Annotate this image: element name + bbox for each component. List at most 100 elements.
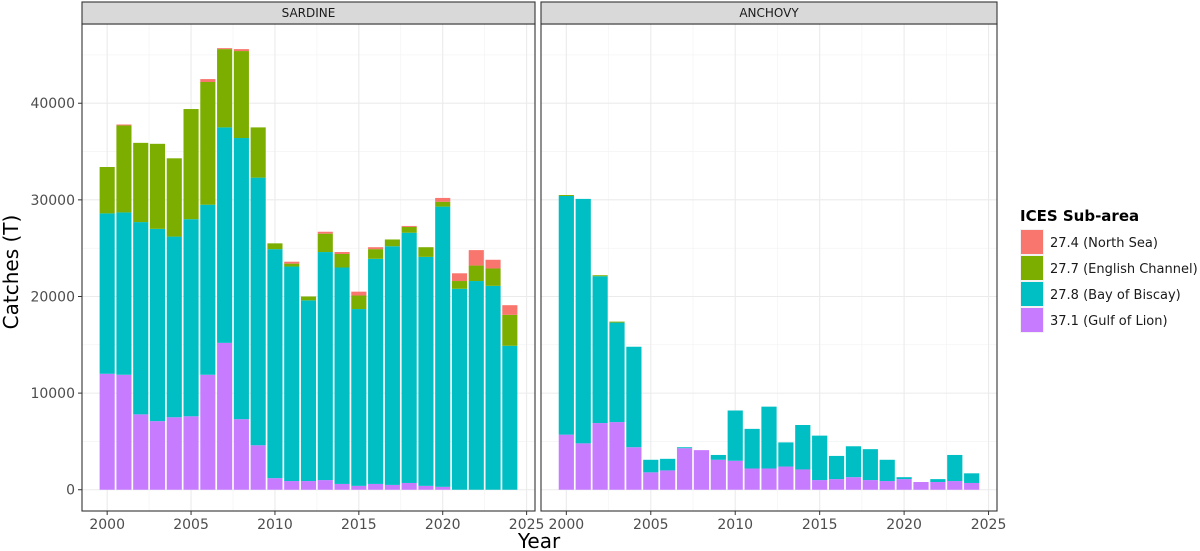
bar-segment [200, 81, 216, 205]
x-tick-label: 2005 [173, 517, 209, 533]
bar-segment [351, 291, 367, 296]
facet-strip [81, 1, 536, 25]
panel-sardine: SARDINE [81, 1, 536, 512]
bar-segment [368, 258, 384, 484]
bar-segment [166, 236, 182, 418]
bar-segment [267, 249, 283, 479]
bar-segment [862, 480, 878, 490]
bar-segment [744, 428, 760, 469]
x-tick-label: 2015 [341, 517, 377, 533]
bar-segment [660, 470, 676, 490]
bar-segment [334, 483, 350, 490]
x-tick-label: 2000 [89, 517, 125, 533]
bar-segment [947, 454, 963, 482]
bar-segment [116, 125, 132, 213]
bar-segment [368, 247, 384, 250]
bar-segment [317, 480, 333, 490]
bar-segment [592, 276, 608, 424]
bar-segment [558, 195, 574, 435]
bar-segment [795, 469, 811, 490]
x-tick-label: 2005 [633, 517, 669, 533]
x-tick-label: 2020 [425, 517, 461, 533]
bars [558, 195, 980, 490]
bar-segment [592, 423, 608, 490]
bar-segment [626, 346, 642, 448]
bar-segment [812, 435, 828, 481]
bar-segment [660, 458, 676, 471]
bar-segment [233, 138, 249, 420]
x-tick-label: 2000 [549, 517, 585, 533]
bar-segment [233, 419, 249, 490]
legend-swatch [1021, 308, 1043, 332]
bar-segment [217, 342, 233, 490]
bar-segment [609, 422, 625, 490]
bar-segment [451, 288, 468, 490]
bar-segment [643, 459, 659, 473]
bar-segment [116, 374, 132, 490]
bar-segment [200, 79, 216, 82]
facet-strip-label: ANCHOVY [739, 6, 799, 20]
bar-segment [351, 485, 367, 490]
bar-segment [862, 449, 878, 481]
bar-segment [300, 296, 317, 301]
bar-segment [300, 481, 317, 490]
x-tick-label: 2020 [886, 517, 922, 533]
x-tick-label: 2025 [509, 517, 545, 533]
bar-segment [575, 443, 591, 490]
bar-segment [676, 447, 693, 449]
bar-segment [879, 481, 895, 490]
bar-segment [761, 468, 777, 490]
bar-segment [778, 466, 794, 490]
facet-strip-label: SARDINE [282, 6, 336, 20]
bar-segment [930, 479, 946, 483]
bar-segment [502, 314, 518, 346]
bar-segment [317, 233, 333, 253]
bar-segment [250, 177, 266, 446]
bar-segment [964, 482, 980, 490]
bar-segment [149, 143, 166, 229]
bar-segment [217, 127, 233, 343]
bar-segment [317, 252, 333, 481]
bar-segment [116, 124, 132, 126]
bar-segment [558, 434, 574, 490]
bar-segment [828, 455, 845, 480]
bar-segment [99, 213, 115, 374]
x-tick-label: 2015 [802, 517, 838, 533]
bar-segment [401, 226, 417, 233]
facet-panels: SARDINE ANCHOVY [81, 1, 998, 512]
bar-segment [401, 225, 417, 227]
bar-segment [351, 295, 367, 310]
axes: Catches (T) Year 2000 2005 2010 2015 2020 202… [0, 96, 1006, 551]
legend: ICES Sub-area 27.4 (North Sea) 27.7 (Engl… [1020, 207, 1198, 333]
bar-segment [233, 49, 249, 52]
bar-segment [502, 305, 518, 315]
bar-segment [334, 267, 350, 484]
legend-swatch [1021, 282, 1043, 306]
legend-label: 27.7 (English Channel) [1050, 262, 1198, 277]
legend-label: 27.8 (Bay of Biscay) [1050, 288, 1181, 303]
bar-segment [284, 261, 300, 264]
bar-segment [609, 322, 625, 423]
bar-segment [284, 481, 300, 490]
bar-segment [418, 247, 434, 257]
bar-segment [133, 142, 149, 223]
bar-segment [947, 481, 963, 490]
bar-segment [502, 345, 518, 490]
legend-title: ICES Sub-area [1020, 207, 1139, 225]
x-tick-label: 2010 [257, 517, 293, 533]
bar-segment [485, 268, 501, 286]
bar-segment [183, 219, 199, 417]
bar-segment [676, 448, 693, 490]
bar-segment [183, 416, 199, 490]
bar-segment [879, 459, 895, 482]
bar-segment [233, 51, 249, 139]
bar-segment [626, 447, 642, 490]
bar-segment [435, 201, 451, 207]
bar-segment [217, 48, 233, 50]
y-tick-label: 0 [66, 483, 75, 499]
bar-segment [930, 482, 946, 490]
bar-segment [284, 263, 300, 267]
bar-segment [828, 479, 845, 490]
legend-label: 37.1 (Gulf of Lion) [1050, 314, 1168, 329]
bar-segment [795, 425, 811, 470]
